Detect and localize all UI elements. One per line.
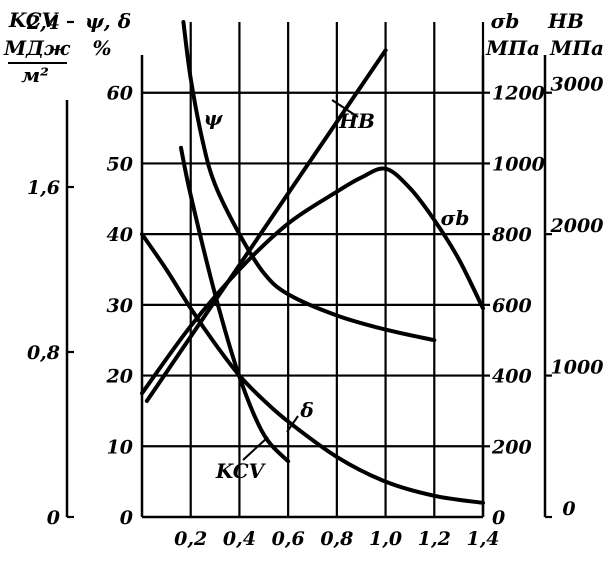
psi-delta-tick-label: 30	[107, 295, 133, 317]
kcv-tick-label: 0	[47, 507, 60, 529]
sigma-tick-label: 200	[491, 436, 532, 458]
x-tick-label: 0,8	[320, 528, 353, 550]
hb-tick-label: 3000	[551, 74, 604, 96]
sigma-tick-label: 400	[492, 366, 532, 388]
kcv-curve	[178, 145, 291, 464]
hb-tick-label: 1000	[551, 357, 604, 379]
kcv-tick-label: 2,4	[26, 12, 60, 34]
delta-label: δ	[299, 398, 313, 422]
psi-delta-tick-label: 50	[107, 153, 133, 175]
sigma-axis-unit: МПа	[485, 36, 540, 60]
sigma-tick-label: 1000	[492, 153, 545, 175]
kcv-axis-title: KCV	[8, 8, 60, 32]
sigma-axis-title: σb	[491, 9, 520, 33]
hb-tick-label: 0	[562, 498, 575, 520]
sigma-tick-label: 600	[492, 295, 532, 317]
x-tick-label: 1,0	[369, 528, 402, 550]
psi-delta-tick-label: 60	[107, 83, 133, 105]
axes	[65, 20, 552, 519]
kcv-tick-label: 1,6	[27, 177, 60, 199]
tick-labels: 0,2 0,4 0,6 0,8 1,0 1,2 1,400,81,62,4102030405…	[26, 12, 604, 550]
hb-label-leader	[331, 99, 359, 118]
kcv-axis-unit-numerator: МДж	[3, 36, 71, 60]
psi-delta-tick-label: 0	[120, 507, 133, 529]
sigma-tick-label: 0	[492, 507, 505, 529]
x-tick-label: 1,2	[418, 528, 451, 550]
curve-annotations: ψ HB σb δ KCV	[204, 99, 470, 483]
psi-delta-tick-label: 20	[106, 366, 133, 388]
hb-axis-unit: МПа	[549, 36, 604, 60]
kcv-tick-label: 0,8	[27, 342, 60, 364]
hb-axis-title: HB	[547, 9, 584, 33]
x-tick-label: 0,4	[223, 528, 256, 550]
hb-label: HB	[338, 109, 375, 133]
sigma-b-label: σb	[441, 206, 470, 230]
hb-tick-label: 2000	[550, 215, 604, 237]
psi-delta-axis-title: ψ, δ	[85, 9, 131, 33]
x-tick-label: 0,2	[174, 528, 207, 550]
series-lines	[140, 20, 485, 505]
psi-delta-axis-unit: %	[92, 36, 111, 60]
axis-titles: KCV МДж м² ψ, δ% σb МПа HB МПа	[3, 8, 604, 87]
sigma-tick-label: 1200	[492, 83, 545, 105]
kcv-label-leader	[242, 436, 269, 461]
kcv-label: KCV	[215, 459, 267, 483]
delta-label-leader	[286, 415, 299, 433]
psi-delta-tick-label: 10	[107, 436, 133, 458]
psi-delta-tick-label: 40	[107, 224, 133, 246]
x-tick-label: 1,4	[466, 528, 499, 550]
delta-curve	[140, 232, 485, 505]
x-tick-label: 0,6	[272, 528, 305, 550]
sigma-tick-label: 800	[491, 224, 532, 246]
hb-line	[144, 48, 388, 404]
kcv-axis-unit-denominator: м²	[21, 63, 49, 87]
psi-label: ψ	[204, 106, 224, 130]
